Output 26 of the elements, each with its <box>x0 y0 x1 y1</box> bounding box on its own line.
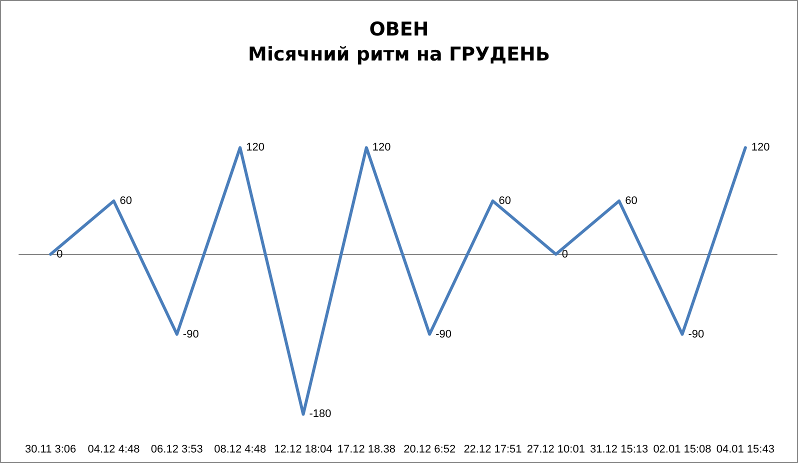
data-label: 120 <box>751 142 770 154</box>
chart-title: ОВЕН <box>369 18 429 40</box>
data-label: 60 <box>498 194 511 207</box>
x-tick-label: 04.12 4:48 <box>88 444 140 456</box>
data-label: 60 <box>625 194 638 207</box>
data-label: 120 <box>246 142 264 154</box>
x-tick-label: 31.12 15:13 <box>590 444 648 456</box>
x-tick-label: 02.01 15:08 <box>653 444 712 456</box>
x-tick-label: 12.12 18:04 <box>274 444 332 456</box>
data-label: -90 <box>688 328 704 340</box>
data-label: 0 <box>56 248 63 260</box>
x-tick-label: 22.12 17:51 <box>464 444 522 456</box>
data-label: -90 <box>182 328 199 340</box>
data-label: 120 <box>372 142 391 154</box>
data-label: 0 <box>562 248 568 260</box>
x-tick-label: 08.12 4:48 <box>214 444 266 456</box>
data-label: 60 <box>120 194 132 207</box>
x-tick-label: 04.01 15:43 <box>716 444 774 456</box>
x-tick-label: 17.12 18.38 <box>337 444 396 456</box>
data-label: -90 <box>436 328 452 340</box>
x-tick-label: 30.11 3:06 <box>24 444 76 456</box>
data-label: -180 <box>309 408 332 420</box>
x-tick-label: 20.12 6:52 <box>404 444 456 456</box>
x-tick-label: 06.12 3:53 <box>150 444 203 456</box>
x-tick-label: 27.12 10:01 <box>526 444 585 456</box>
chart-subtitle: Місячний ритм на ГРУДЕНЬ <box>248 44 550 66</box>
